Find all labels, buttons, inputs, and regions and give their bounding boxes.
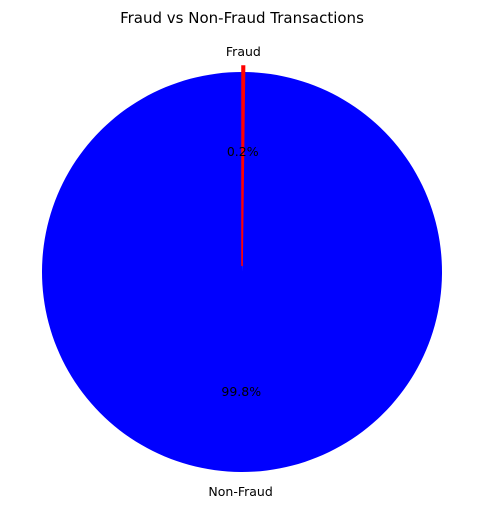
- pie-slice-non-fraud: [41, 71, 442, 472]
- percent-label-non-fraud: 99.8%: [221, 384, 261, 399]
- category-label-fraud: Fraud: [226, 44, 261, 59]
- pie-slice-fraud: [241, 65, 246, 267]
- pie-labels: Non-Fraud 99.8% Fraud 0.2%: [208, 44, 272, 499]
- percent-label-fraud: 0.2%: [227, 144, 259, 159]
- pie-slices: [41, 65, 442, 472]
- chart-title: Fraud vs Non-Fraud Transactions: [120, 9, 364, 27]
- category-label-non-fraud: Non-Fraud: [208, 484, 272, 499]
